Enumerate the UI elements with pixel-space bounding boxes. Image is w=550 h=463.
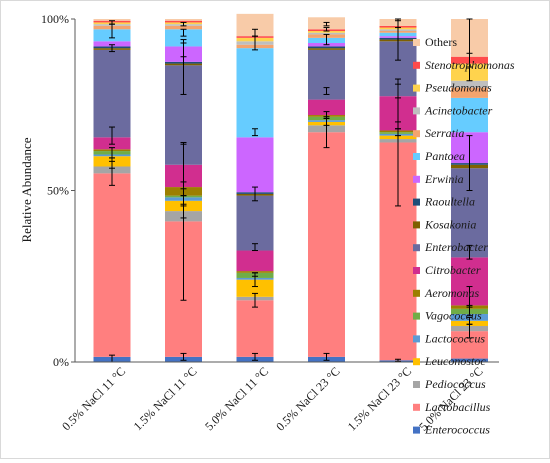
legend-label: Citrobacter [425,263,481,277]
x-tick-label: 1.5% NaCl 23 °C [345,364,414,433]
legend-swatch [413,61,420,69]
bar-segment-acinetobacter [451,80,488,88]
bar-segment-erwinia [93,41,131,47]
legend-label: Vagococcus [425,309,482,323]
legend-label: Enterococcus [424,423,490,437]
y-tick-label: 0% [53,355,69,369]
legend-swatch [413,403,420,411]
bar-segment-aeromonas [236,271,274,273]
legend-label: Erwinia [424,172,464,186]
legend-label: Aeromonas [424,286,480,300]
legend-swatch [413,426,420,434]
bar-segment-raoultella [308,46,345,49]
bar-segment-stenotrophomonas [165,20,202,23]
legend-swatch [413,153,420,160]
legend-label: Acinetobacter [424,103,493,117]
y-axis-ticks: 0% 50% 100% [41,12,75,369]
bar-segment-acinetobacter [308,32,345,35]
bar-segment-others [93,19,131,21]
bar-segment-pantoea [451,97,488,133]
legend-label: Kosakonia [424,217,476,231]
x-tick-label: 5.0% NaCl 11 °C [202,364,271,433]
legend-swatch [413,358,420,366]
legend-swatch [413,312,420,320]
legend-swatch [413,107,420,115]
bar-segment-citrobacter [308,99,345,116]
legend-swatch [413,289,420,297]
bar-segment-erwinia [236,137,274,193]
bar-segment-others [165,19,202,21]
legend-label: Raoultella [424,195,475,209]
legend-label: Others [425,35,457,49]
legend-swatch [413,221,420,229]
legend-swatch [413,84,420,92]
bar-segment-leuconostoc [236,279,274,297]
legend-swatch [413,175,420,183]
x-tick-label: 0.5% NaCl 23 °C [273,364,342,433]
bar-segment-lactobacillus [236,300,274,357]
legend-swatch [413,39,420,46]
legend-label: Lactobacillus [424,400,491,414]
legend-label: Leuconostoc [424,354,486,368]
bar-segment-kosakonia [308,48,345,50]
y-axis-label: Relative Abundance [19,137,34,242]
legend-label: Enterobacter [424,240,488,254]
bar-segment-serratia [165,25,202,30]
bar-segment-enterobacter [236,195,274,251]
bar-segment-pantoea [236,48,274,138]
bar-segment-pseudomonas [308,31,345,33]
legend-label: Pseudomonas [424,81,492,95]
legend-swatch [413,198,420,206]
x-tick-label: 1.5% NaCl 11 °C [131,364,200,433]
bar-segment-pantoea [165,29,202,47]
legend-swatch [413,381,420,388]
bar-segment-enterococcus [451,358,488,362]
legend-label: Lactococcus [424,331,485,345]
bar-segment-lactobacillus [308,132,345,357]
bar-segment-others [236,13,274,37]
bar-segment-citrobacter [236,250,274,272]
legend-label: Pantoea [424,149,465,163]
legend: Others Stenotrophomonas Pseudomonas Acineto… [413,35,515,437]
legend-label: Stenotrophomonas [425,58,515,72]
bar-segment-enterobacter [93,49,131,138]
error-bars-layer [109,18,473,363]
legend-swatch [413,267,420,274]
legend-swatch [413,244,420,252]
y-tick-label: 50% [47,184,69,198]
y-tick-label: 100% [41,12,69,26]
legend-label: Serratia [425,126,464,140]
legend-label: Pediococcus [424,377,486,391]
x-tick-label: 0.5% NaCl 11 °C [59,364,128,433]
legend-swatch [413,335,420,343]
bar-segment-serratia [451,87,488,98]
bar-segment-lactobacillus [93,173,131,357]
legend-swatch [413,130,420,138]
